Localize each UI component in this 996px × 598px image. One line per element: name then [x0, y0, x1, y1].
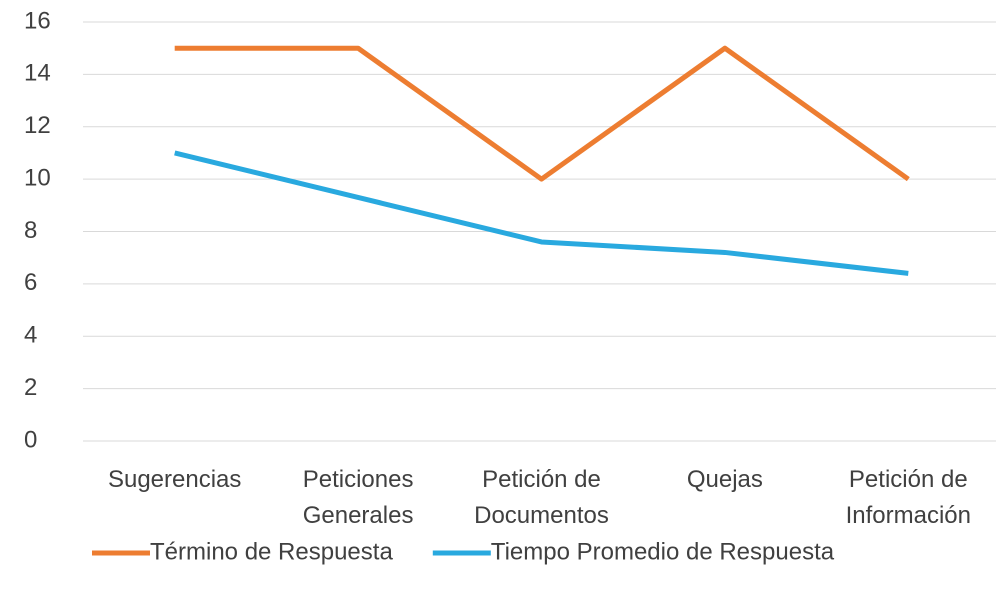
legend-label: Término de Respuesta — [150, 538, 393, 565]
series-line — [174, 150, 909, 276]
y-tick-label: 16 — [24, 7, 51, 34]
x-tick-label: Sugerencias — [107, 466, 242, 493]
y-tick-label: 4 — [24, 322, 37, 349]
y-tick-label: 10 — [24, 164, 51, 191]
series-line — [174, 45, 910, 182]
legend-label: Tiempo Promedio de Respuesta — [491, 538, 835, 565]
x-tick-label: Quejas — [686, 466, 763, 493]
y-tick-label: 14 — [24, 60, 51, 87]
y-tick-label: 8 — [24, 217, 37, 244]
y-tick-label: 6 — [24, 269, 37, 296]
x-tick-label: Petición de Información — [845, 466, 971, 529]
y-tick-label: 12 — [24, 112, 51, 139]
x-tick-label: Peticiones Generales — [302, 466, 414, 529]
x-tick-label: Petición de Documentos — [474, 466, 609, 529]
y-tick-label: 2 — [24, 374, 37, 401]
y-tick-label: 0 — [24, 426, 37, 453]
